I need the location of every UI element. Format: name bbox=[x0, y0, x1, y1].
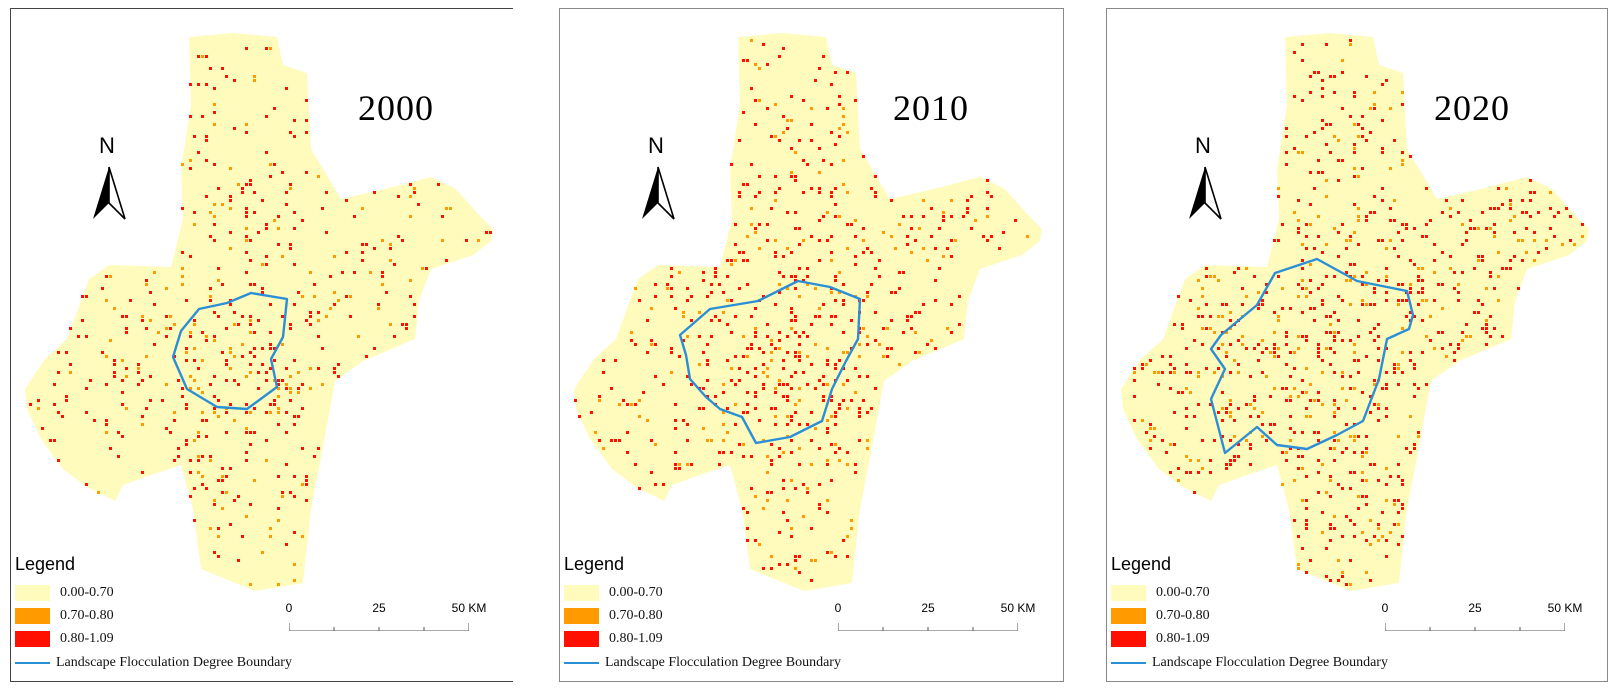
legend-label: 0.70-0.80 bbox=[1156, 607, 1210, 623]
legend-item: 0.70-0.80 bbox=[564, 604, 1044, 627]
map-panel-2020: 2020 N Legend 0.00-0.70 0.70-0.80 0.80-1… bbox=[1106, 8, 1608, 682]
legend-swatch bbox=[15, 607, 50, 624]
year-label: 2000 bbox=[358, 88, 434, 128]
legend-label: 0.80-1.09 bbox=[609, 630, 663, 646]
legend-item: 0.00-0.70 bbox=[564, 581, 1044, 604]
legend-swatch bbox=[1111, 607, 1146, 624]
year-label: 2010 bbox=[893, 88, 969, 128]
scale-tick-label: 0 bbox=[834, 601, 842, 615]
scale-bar-line bbox=[289, 623, 469, 631]
legend-item: 0.80-1.09 bbox=[564, 627, 1044, 650]
legend-swatch bbox=[564, 584, 599, 601]
north-letter: N bbox=[99, 133, 115, 158]
scale-tick-label: 25 bbox=[1468, 601, 1482, 615]
scale-bar: 0 25 50 KM bbox=[828, 601, 1035, 641]
legend-label: 0.70-0.80 bbox=[60, 607, 114, 623]
legend-item: 0.70-0.80 bbox=[1111, 604, 1591, 627]
scale-bar-line bbox=[1385, 623, 1565, 631]
flocculation-boundary bbox=[678, 279, 862, 445]
legend-item: 0.80-1.09 bbox=[15, 627, 495, 650]
north-arrow: N bbox=[1185, 133, 1225, 225]
legend-item-boundary: Landscape Flocculation Degree Boundary bbox=[15, 653, 495, 673]
legend-title: Legend bbox=[564, 554, 625, 574]
legend-label: 0.00-0.70 bbox=[60, 584, 114, 600]
study-area bbox=[574, 33, 1042, 591]
north-arrow: N bbox=[89, 133, 129, 225]
legend-title: Legend bbox=[1111, 554, 1172, 574]
scale-tick-label: 50 KM bbox=[1000, 601, 1036, 615]
legend-label: Landscape Flocculation Degree Boundary bbox=[56, 655, 292, 670]
legend-swatch bbox=[564, 630, 599, 647]
raster-cells bbox=[29, 47, 492, 586]
legend-swatch bbox=[1111, 630, 1146, 647]
scale-bar: 0 25 50 KM bbox=[1375, 601, 1582, 641]
legend-item: 0.00-0.70 bbox=[15, 581, 495, 604]
legend-label: 0.80-1.09 bbox=[60, 630, 114, 646]
legend-item-boundary: Landscape Flocculation Degree Boundary bbox=[1111, 653, 1591, 673]
legend-label: 0.00-0.70 bbox=[609, 584, 663, 600]
legend-line-swatch bbox=[15, 662, 50, 664]
legend-swatch bbox=[1111, 584, 1146, 601]
legend-swatch bbox=[564, 607, 599, 624]
legend-label: 0.80-1.09 bbox=[1156, 630, 1210, 646]
study-area bbox=[1121, 33, 1589, 591]
legend: Legend 0.00-0.70 0.70-0.80 0.80-1.09 Lan… bbox=[564, 554, 1044, 673]
scale-tick-label: 25 bbox=[921, 601, 935, 615]
scale-bar: 0 25 50 KM bbox=[279, 601, 486, 641]
legend-label: Landscape Flocculation Degree Boundary bbox=[605, 655, 841, 670]
north-arrow-icon bbox=[1189, 166, 1222, 220]
legend-label: Landscape Flocculation Degree Boundary bbox=[1152, 655, 1388, 670]
legend-item: 0.00-0.70 bbox=[1111, 581, 1591, 604]
map-canvas bbox=[1121, 33, 1589, 591]
north-letter: N bbox=[648, 133, 664, 158]
legend-item: 0.70-0.80 bbox=[15, 604, 495, 627]
raster-cells bbox=[574, 39, 1029, 582]
legend-label: 0.70-0.80 bbox=[609, 607, 663, 623]
north-arrow-icon bbox=[93, 166, 126, 220]
north-arrow-icon bbox=[642, 166, 675, 220]
flocculation-boundary bbox=[171, 291, 289, 411]
scale-tick-label: 25 bbox=[372, 601, 386, 615]
map-panel-2010: 2010 N Legend 0.00-0.70 0.70-0.80 0.80-1… bbox=[559, 8, 1064, 682]
legend-swatch bbox=[15, 630, 50, 647]
legend: Legend 0.00-0.70 0.70-0.80 0.80-1.09 Lan… bbox=[1111, 554, 1591, 673]
scale-tick-label: 50 KM bbox=[1547, 601, 1583, 615]
legend-swatch bbox=[15, 584, 50, 601]
raster-cells bbox=[1133, 39, 1584, 586]
legend-line-swatch bbox=[564, 662, 599, 664]
scale-tick-label: 0 bbox=[285, 601, 293, 615]
map-canvas bbox=[574, 33, 1042, 591]
legend-item: 0.80-1.09 bbox=[1111, 627, 1591, 650]
legend-label: 0.00-0.70 bbox=[1156, 584, 1210, 600]
map-panel-2000: 2000 N Legend 0.00-0.70 0.70-0.80 0.80-1… bbox=[10, 8, 513, 682]
legend-item-boundary: Landscape Flocculation Degree Boundary bbox=[564, 653, 1044, 673]
legend: Legend 0.00-0.70 0.70-0.80 0.80-1.09 Lan… bbox=[15, 554, 495, 673]
legend-line-swatch bbox=[1111, 662, 1146, 664]
north-arrow: N bbox=[638, 133, 678, 225]
scale-tick-label: 0 bbox=[1381, 601, 1389, 615]
study-area bbox=[25, 33, 493, 591]
legend-title: Legend bbox=[15, 554, 76, 574]
north-letter: N bbox=[1195, 133, 1211, 158]
scale-tick-label: 50 KM bbox=[451, 601, 487, 615]
year-label: 2020 bbox=[1434, 88, 1510, 128]
map-canvas bbox=[25, 33, 493, 591]
scale-bar-line bbox=[838, 623, 1018, 631]
flocculation-boundary bbox=[1209, 257, 1415, 455]
